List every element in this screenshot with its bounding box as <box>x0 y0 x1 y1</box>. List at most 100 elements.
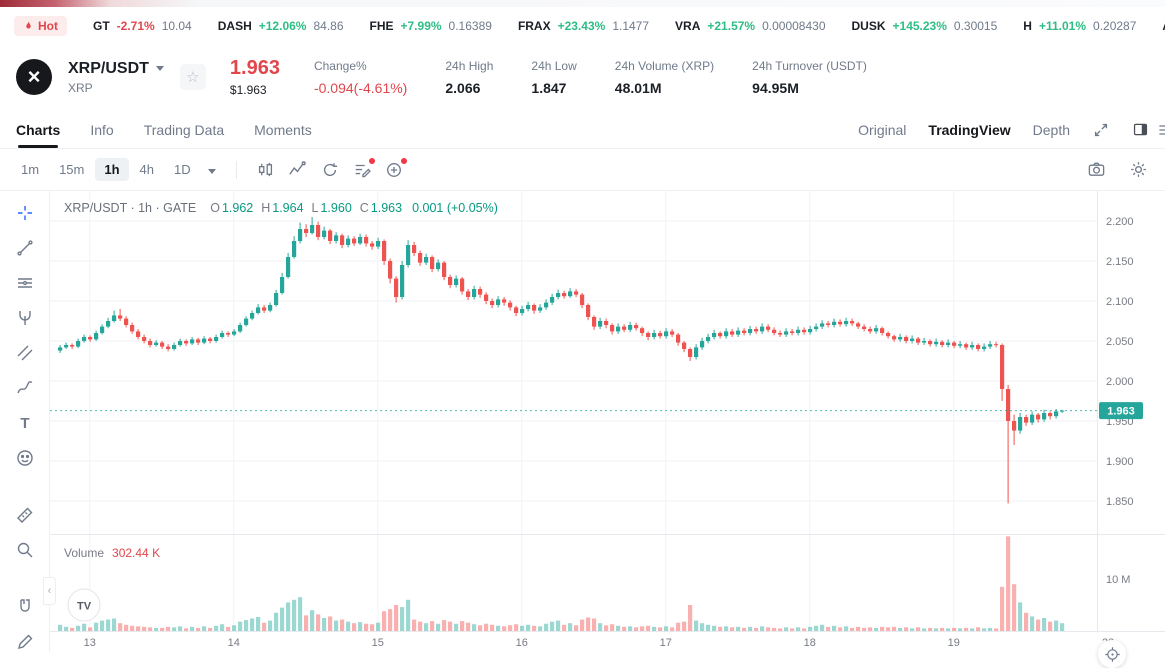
ticker-item[interactable]: ARC+10.87%0.05689 <box>1162 19 1165 33</box>
stat-label: 24h Volume (XRP) <box>614 58 715 73</box>
ticker-change: +7.99% <box>400 19 442 33</box>
side-menu-button[interactable] <box>1157 122 1165 138</box>
refresh-button[interactable] <box>315 155 345 185</box>
pencil-tool-button[interactable] <box>8 632 42 652</box>
interval-dropdown-button[interactable] <box>202 157 222 183</box>
header-stats: Change% -0.094(-4.61%) 24h High 2.066 24h Lo… <box>314 59 867 96</box>
chevron-down-icon <box>207 168 216 174</box>
ticker-symbol: H <box>1023 19 1032 33</box>
order-log-button[interactable] <box>347 155 377 185</box>
target-icon <box>1104 646 1120 662</box>
channels-tool-button[interactable] <box>8 343 42 363</box>
tab-moments[interactable]: Moments <box>254 121 312 138</box>
ticker-item[interactable]: H +11.01% 0.20287 <box>1023 19 1136 33</box>
menu-icon <box>1159 125 1165 135</box>
price-chart-svg[interactable]: 13141516171819202.2002.1502.1002.0502.00… <box>50 191 1165 652</box>
ruler-icon <box>16 507 32 523</box>
emoji-tool-button[interactable] <box>8 448 42 468</box>
ticker-change: +11.01% <box>1038 19 1087 33</box>
svg-text:10 M: 10 M <box>1106 574 1130 586</box>
ticker-change: +21.57% <box>707 19 756 33</box>
snapshot-button[interactable] <box>1081 155 1111 185</box>
ticker-item[interactable]: GT -2.71% 10.04 <box>93 19 192 33</box>
svg-text:19: 19 <box>948 637 960 649</box>
trend-line-tool-button[interactable] <box>8 238 42 258</box>
toolbar-right <box>1081 155 1153 185</box>
chart-mode-tradingview[interactable]: TradingView <box>928 121 1011 138</box>
pitchfork-tool-button[interactable] <box>8 308 42 328</box>
stat-label: 24h Low <box>531 58 577 73</box>
tab-bar: Charts Info Trading Data Moments Original Tr… <box>0 111 1165 149</box>
interval-1h[interactable]: 1h <box>95 158 129 181</box>
ticker-item[interactable]: DASH +12.06% 84.86 <box>218 19 344 33</box>
chart-mode-original[interactable]: Original <box>858 121 907 138</box>
svg-text:17: 17 <box>660 637 672 649</box>
brush-icon <box>16 381 32 394</box>
crosshair-tool-button[interactable] <box>8 203 42 223</box>
pair-selector[interactable]: XRP/USDT <box>68 60 164 78</box>
indicators-button[interactable] <box>283 155 313 185</box>
rail-collapse-handle[interactable]: ‹ <box>43 577 56 605</box>
crosshair-icon <box>17 206 32 220</box>
hot-tag: Hot <box>14 16 67 36</box>
svg-text:1.850: 1.850 <box>1106 496 1134 508</box>
last-price-tag: 1.963 <box>1099 402 1143 420</box>
favorite-star-button[interactable]: ☆ <box>179 64 206 90</box>
svg-text:2.100: 2.100 <box>1106 296 1134 308</box>
price-block: 1.963 $1.963 <box>230 57 280 97</box>
ticker-item[interactable]: FHE +7.99% 0.16389 <box>370 19 492 33</box>
fullscreen-button[interactable] <box>1092 121 1110 139</box>
ticker-symbol: VRA <box>675 19 701 33</box>
interval-1d[interactable]: 1D <box>174 162 191 177</box>
interval-1m[interactable]: 1m <box>21 162 40 177</box>
horizontal-lines-tool-button[interactable] <box>8 273 42 293</box>
emoji-icon <box>16 450 33 466</box>
text-tool-button[interactable]: T <box>8 413 42 433</box>
volume-layer <box>58 536 1065 631</box>
stat-24h-low: 24h Low 1.847 <box>531 59 576 96</box>
svg-text:18: 18 <box>804 637 816 649</box>
stat-value: 48.01M <box>614 79 662 96</box>
pitchfork-icon <box>18 311 31 325</box>
panel-toggle-button[interactable] <box>1132 121 1149 138</box>
chart-mode-tabs: Original TradingView Depth <box>858 121 1149 139</box>
stat-value: 2.066 <box>445 79 481 96</box>
chart-style-button[interactable] <box>251 155 281 185</box>
ticker-symbol: DASH <box>217 19 252 33</box>
panel-layout-icon <box>1133 123 1148 136</box>
tab-info[interactable]: Info <box>90 121 114 138</box>
chart-mode-depth[interactable]: Depth <box>1032 121 1070 138</box>
ticker-item[interactable]: VRA +21.57% 0.00008430 <box>675 19 825 33</box>
main-tabs: Charts Info Trading Data Moments <box>16 111 312 148</box>
notification-dot <box>368 157 375 164</box>
ticker-item[interactable]: FRAX +23.43% 1.1477 <box>518 19 649 33</box>
add-indicator-button[interactable] <box>379 155 409 185</box>
ruler-tool-button[interactable] <box>8 505 42 525</box>
tab-charts[interactable]: Charts <box>16 111 60 148</box>
magnet-tool-button[interactable] <box>8 597 42 617</box>
svg-text:15: 15 <box>372 637 384 649</box>
stat-label: 24h Turnover (USDT) <box>752 58 867 73</box>
magnet-icon <box>19 599 30 612</box>
chart-settings-button[interactable] <box>1123 155 1153 185</box>
brush-tool-button[interactable] <box>8 378 42 398</box>
chart-mode-options: Original TradingView Depth <box>858 122 1070 138</box>
interval-4h[interactable]: 4h <box>139 162 154 177</box>
zoom-tool-button[interactable] <box>8 540 42 560</box>
tradingview-watermark-icon[interactable]: TV <box>67 588 101 622</box>
tab-trading-data[interactable]: Trading Data <box>143 121 225 138</box>
interval-15m[interactable]: 15m <box>59 162 85 177</box>
pair-name-block: XRP/USDT XRP <box>68 60 164 95</box>
chart-canvas[interactable]: 13141516171819202.2002.1502.1002.0502.00… <box>50 191 1165 652</box>
svg-text:2.200: 2.200 <box>1106 216 1134 228</box>
stat-value: 94.95M <box>752 79 799 96</box>
scroll-to-realtime-button[interactable] <box>1098 640 1126 668</box>
ticker-change: -2.71% <box>116 19 155 33</box>
ticker-price: 0.30015 <box>953 19 998 33</box>
svg-text:2.000: 2.000 <box>1106 376 1134 388</box>
ticker-item[interactable]: DUSK +145.23% 0.30015 <box>852 19 998 33</box>
channels-icon <box>17 345 32 361</box>
zoom-icon <box>17 542 32 558</box>
ticker-symbol: GT <box>93 19 110 33</box>
